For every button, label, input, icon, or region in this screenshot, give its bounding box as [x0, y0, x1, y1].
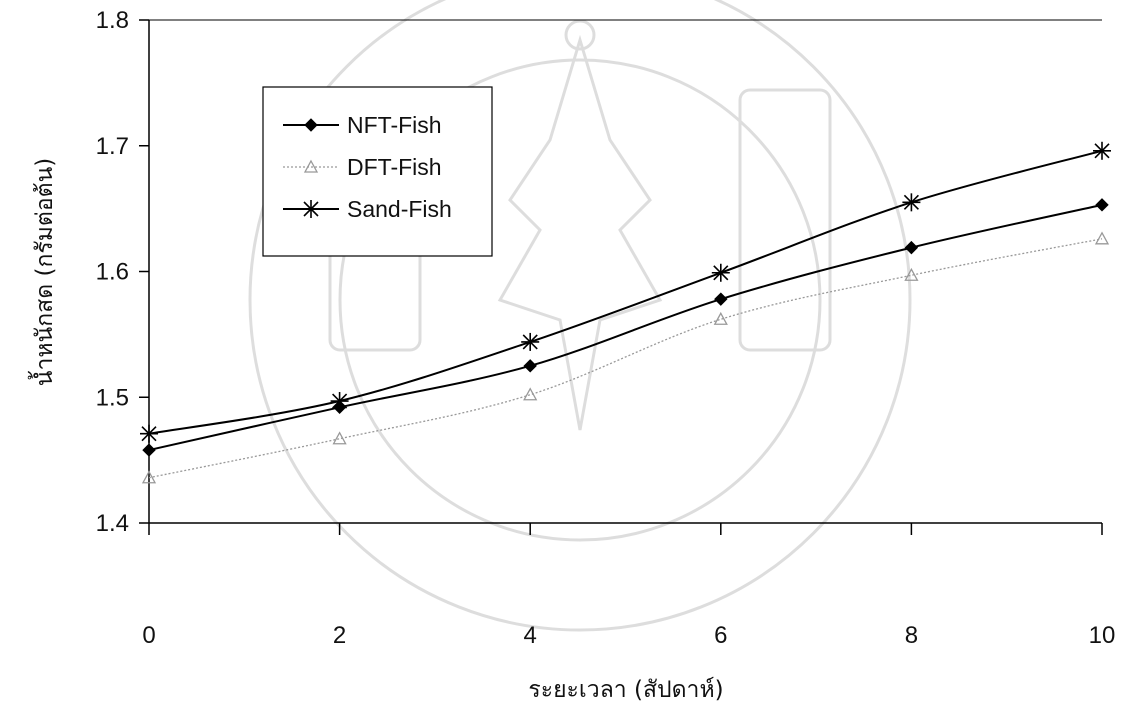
- y-tick-label: 1.7: [96, 133, 129, 160]
- data-point: [713, 311, 728, 325]
- data-point: [332, 431, 347, 445]
- x-axis-title: ระยะเวลา (สัปดาห์): [528, 676, 723, 703]
- x-tick-label: 6: [714, 622, 727, 649]
- y-axis-ticks: 1.4 1.5 1.6 1.7 1.8: [96, 7, 149, 537]
- data-point: [523, 387, 538, 401]
- data-point: [1094, 231, 1110, 245]
- data-point: [711, 263, 730, 282]
- x-tick-label: 2: [333, 622, 346, 649]
- series-sand-fish: [140, 141, 1111, 443]
- x-tick-label: 8: [905, 622, 918, 649]
- x-tick-label: 10: [1089, 622, 1116, 649]
- data-point: [141, 470, 157, 484]
- legend-label: Sand-Fish: [347, 196, 452, 222]
- y-tick-label: 1.8: [96, 7, 129, 34]
- data-point: [1093, 141, 1111, 160]
- data-point: [330, 392, 349, 411]
- data-point: [140, 424, 158, 443]
- legend-label: DFT-Fish: [347, 154, 442, 180]
- data-point: [902, 193, 921, 212]
- legend-item: DFT-Fish: [283, 154, 442, 180]
- y-tick-label: 1.6: [96, 259, 129, 286]
- series-line: [148, 203, 1103, 452]
- series-nft-fish: [142, 198, 1109, 457]
- legend-item: Sand-Fish: [283, 196, 452, 222]
- data-point: [1095, 198, 1109, 212]
- series-layer: [140, 141, 1111, 484]
- x-axis-ticks: 0 2 4 6 8 10: [142, 523, 1115, 649]
- series-dft-fish: [141, 231, 1110, 484]
- y-tick-label: 1.4: [96, 510, 129, 537]
- data-point: [904, 240, 919, 255]
- data-point: [523, 359, 537, 373]
- university-seal-watermark: [248, 0, 912, 632]
- x-tick-label: 0: [142, 622, 155, 649]
- legend-label: NFT-Fish: [347, 112, 442, 138]
- data-point: [521, 332, 540, 351]
- data-point: [904, 267, 919, 281]
- legend-marker: [303, 159, 319, 173]
- legend-box: [262, 86, 493, 257]
- data-point: [714, 292, 728, 306]
- series-line: [148, 238, 1103, 479]
- series-line: [148, 149, 1103, 435]
- legend: NFT-Fish DFT-Fish Sand-Fish: [262, 86, 493, 257]
- legend-marker: [302, 200, 320, 218]
- legend-marker: [304, 118, 318, 132]
- data-point: [142, 443, 156, 457]
- y-axis-title: น้ำหนักสด (กรัมต่อต้น): [28, 158, 58, 387]
- y-tick-label: 1.5: [96, 384, 129, 411]
- legend-item: NFT-Fish: [283, 112, 442, 138]
- x-tick-label: 4: [524, 622, 537, 649]
